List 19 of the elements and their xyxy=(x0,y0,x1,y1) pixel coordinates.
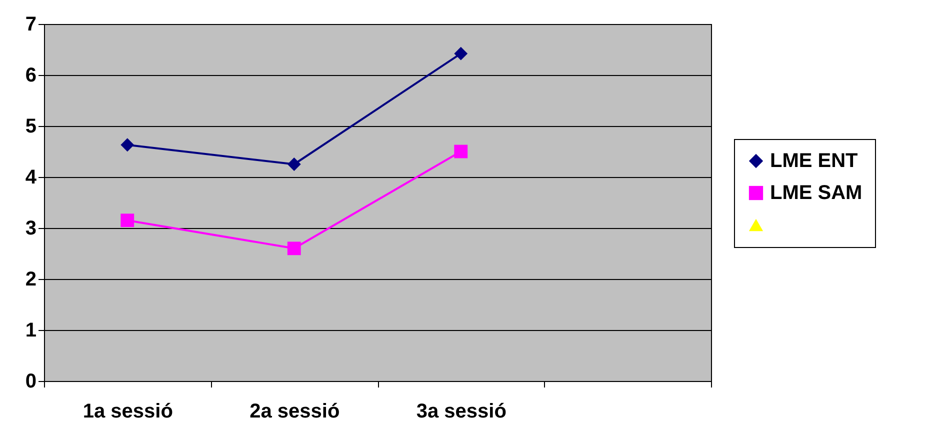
point xyxy=(454,46,468,60)
x-tick-label: 1a sessió xyxy=(82,400,173,422)
y-tick-label: 5 xyxy=(25,116,36,138)
point xyxy=(120,214,134,228)
y-tick-label: 3 xyxy=(25,218,36,240)
point xyxy=(287,242,301,256)
legend-label: LME ENT xyxy=(770,150,858,172)
y-tick-label: 4 xyxy=(25,166,38,188)
y-tick-label: 6 xyxy=(25,64,36,86)
y-tick-label: 7 xyxy=(25,14,36,36)
y-tick-label: 2 xyxy=(25,268,36,290)
point xyxy=(120,138,134,152)
x-tick-label: 2a sessió xyxy=(250,400,340,422)
point xyxy=(454,144,468,158)
x-tick-label: 3a sessió xyxy=(416,400,506,422)
legend-label: LME SAM xyxy=(770,182,862,204)
y-tick-label: 1 xyxy=(25,320,36,342)
point xyxy=(287,158,301,171)
y-tick-label: 0 xyxy=(25,370,36,392)
